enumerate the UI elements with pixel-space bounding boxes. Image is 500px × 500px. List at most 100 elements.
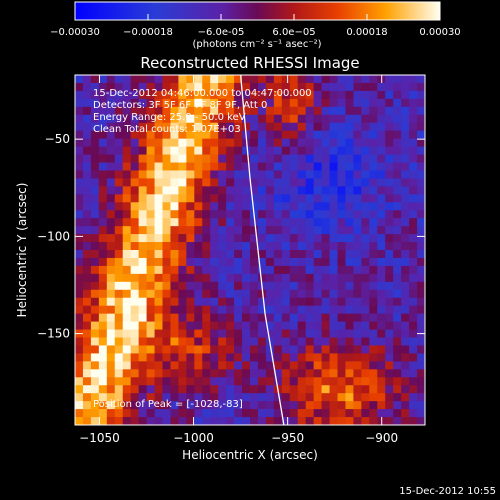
heatmap-cell [122,170,132,179]
heatmap-cell [321,417,331,425]
heatmap-cell [250,114,259,124]
heatmap-cell [377,305,386,315]
heatmap-cell [234,250,243,259]
heatmap-cell [146,98,156,108]
heatmap-cell [401,265,410,275]
heatmap-cell [170,369,179,378]
heatmap-cell [377,353,386,362]
heatmap-cell [273,281,283,291]
heatmap-cell [162,321,172,331]
heatmap-cell [178,305,187,315]
heatmap-cell [417,234,425,243]
heatmap-cell [178,353,187,362]
heatmap-cell [98,218,108,227]
heatmap-cell [114,98,124,108]
heatmap-cell [234,242,243,251]
colorbar-tick-label: −0.00030 [50,27,100,38]
heatmap-cell [218,353,227,362]
heatmap-cell [337,138,347,148]
heatmap-cell [98,369,108,378]
heatmap-cell [202,369,211,378]
heatmap-cell [154,329,164,339]
heatmap-cell [297,90,307,100]
heatmap-cell [265,393,275,402]
heatmap-cell [122,417,132,425]
heatmap-cell [345,210,354,219]
heatmap-cell [122,385,132,394]
heatmap-cell [138,234,148,243]
heatmap-cell [281,417,291,425]
heatmap-cell [242,170,251,179]
heatmap-cell [106,409,116,418]
heatmap-cell [409,377,418,386]
heatmap-cell [305,106,315,116]
heatmap-cell [90,297,100,307]
heatmap-cell [186,234,195,243]
heatmap-cell [114,146,124,156]
heatmap-cell [329,401,339,410]
heatmap-cell [82,114,92,124]
heatmap-cell [329,130,339,140]
heatmap-cell [82,393,92,402]
heatmap-cell [409,313,418,323]
heatmap-cell [82,178,92,187]
heatmap-cell [226,337,235,347]
heatmap-cell [114,178,124,187]
heatmap-cell [75,234,84,243]
heatmap-cell [154,401,164,410]
solar-limb-curve [239,75,285,425]
heatmap-cell [417,122,425,132]
heatmap-cell [273,226,283,235]
heatmap-cell [385,218,394,227]
heatmap-cell [401,210,410,219]
heatmap-cell [106,250,116,259]
heatmap-cell [409,106,418,116]
heatmap-cell [130,242,140,251]
heatmap-cell [393,273,402,283]
heatmap-cell [202,146,211,156]
heatmap-cell [106,393,116,402]
heatmap-cell [154,130,164,140]
heatmap-cell [154,194,164,203]
heatmap-cell [281,178,291,187]
heatmap-cell [146,90,156,100]
heatmap-cell [178,234,187,243]
heatmap-cell [361,313,370,323]
heatmap-cell [138,178,148,187]
heatmap-cell [194,265,203,275]
heatmap-cell [369,297,378,307]
heatmap-cell [393,226,402,235]
heatmap-cell [210,273,219,283]
heatmap-cell [257,345,267,354]
heatmap-cell [361,377,370,386]
heatmap-cell [202,178,211,187]
heatmap-cell [353,353,362,362]
heatmap-cell [178,226,187,235]
heatmap-cell [409,401,418,410]
heatmap-cell [90,130,100,140]
heatmap-cell [75,122,84,132]
heatmap-cell [114,234,124,243]
heatmap-cell [138,106,148,116]
heatmap-cell [281,257,291,267]
heatmap-cell [178,250,187,259]
heatmap-cell [202,257,211,267]
heatmap-cell [194,329,203,339]
heatmap-cell [369,106,378,116]
heatmap-cell [218,202,227,211]
heatmap-cell [138,122,148,132]
heatmap-cell [417,146,425,156]
heatmap-cell [242,385,251,394]
heatmap-cell [337,353,347,362]
heatmap-cell [337,75,347,84]
heatmap-cell [82,353,92,362]
heatmap-cell [321,98,331,108]
heatmap-cell [226,369,235,378]
heatmap-cell [106,194,116,203]
heatmap-cell [273,345,283,354]
heatmap-cell [250,337,259,347]
heatmap-cell [265,345,275,354]
heatmap-cell [281,154,291,164]
heatmap-cell [401,226,410,235]
